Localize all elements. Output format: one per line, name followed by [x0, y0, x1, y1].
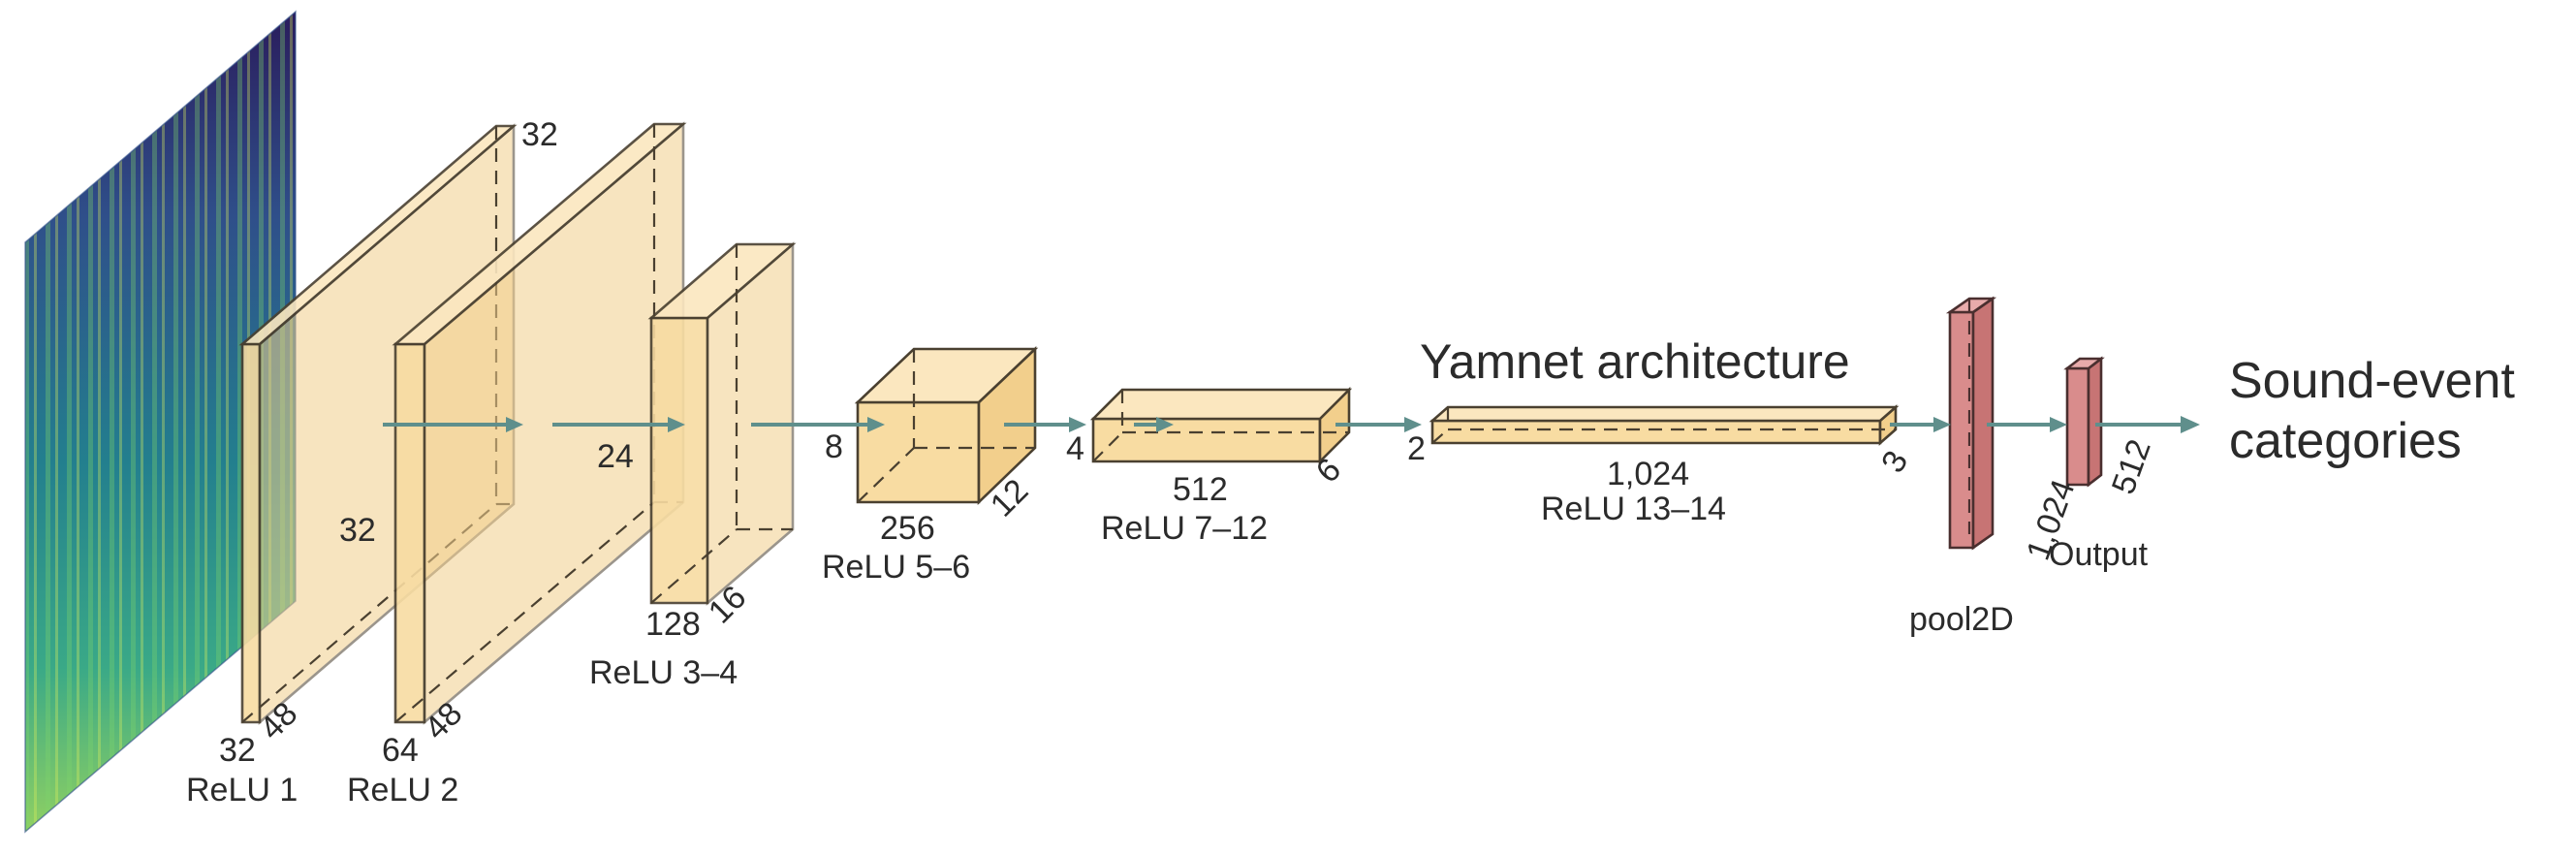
relu5-6-label: ReLU 5–6: [822, 549, 970, 586]
output-label-line1: Sound-event: [2229, 353, 2515, 409]
layer-relu13-14: [1432, 407, 1896, 443]
relu7-12-dim-depth: 6: [1309, 451, 1348, 490]
diagram-title: Yamnet architecture: [1420, 334, 1850, 389]
layer-pool2d: [1950, 299, 1993, 548]
relu1-dim-top: 32: [521, 116, 558, 153]
relu7-12-dim-height: 4: [1066, 430, 1084, 467]
relu2-dim-width: 64: [382, 732, 419, 769]
relu5-6-dim-width: 256: [880, 510, 935, 547]
relu1-dim-height: 32: [339, 512, 376, 549]
relu3-4-dim-width: 128: [645, 606, 701, 643]
relu13-14-dim-height: 2: [1407, 430, 1426, 467]
relu3-4-label: ReLU 3–4: [589, 654, 738, 691]
relu7-12-label: ReLU 7–12: [1101, 510, 1268, 547]
relu3-4-dim-height: 24: [597, 438, 634, 475]
layer-output: [2067, 359, 2101, 485]
relu1-label: ReLU 1: [186, 772, 298, 808]
output-layer-label: Output: [2049, 536, 2149, 573]
relu13-14-dim-width: 1,024: [1607, 456, 1689, 492]
relu2-label: ReLU 2: [347, 772, 458, 808]
relu13-14-label: ReLU 13–14: [1541, 491, 1726, 527]
layer-relu7-12: [1093, 390, 1349, 461]
relu13-14-dim-depth: 3: [1874, 445, 1915, 479]
output-dim: 512: [2105, 434, 2158, 498]
relu7-12-dim-width: 512: [1173, 471, 1228, 508]
relu5-6-dim-height: 8: [825, 428, 843, 465]
output-label-line2: categories: [2229, 413, 2462, 469]
relu1-dim-width: 32: [219, 732, 256, 769]
pool2d-label: pool2D: [1909, 601, 2014, 638]
